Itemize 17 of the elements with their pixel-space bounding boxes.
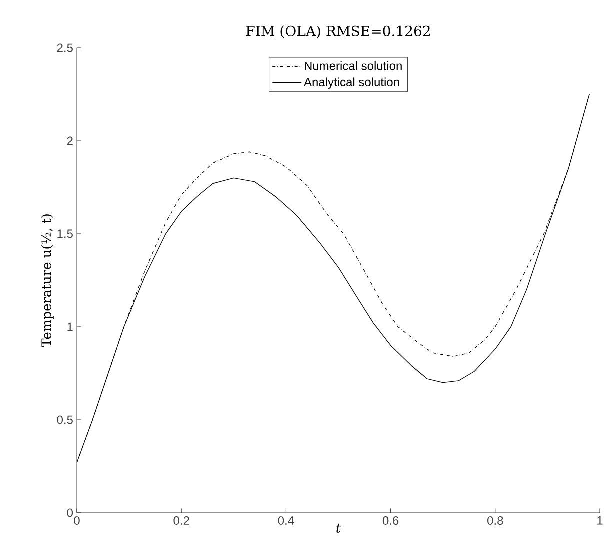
x-axis-title: t (336, 524, 342, 533)
chart-title: FIM (OLA) RMSE=0.1262 (246, 26, 430, 38)
x-tick-label: 0.6 (382, 516, 399, 526)
y-axis-title: Temperature u(½, t) (41, 214, 54, 348)
y-tick-label: 1 (68, 322, 73, 332)
legend-label: Analytical solution (304, 78, 400, 89)
y-tick-label: 1.5 (58, 230, 73, 238)
x-tick-label: 0 (74, 516, 80, 526)
x-tick-label: 0.8 (488, 516, 504, 526)
y-tick-label: 0.5 (57, 416, 73, 424)
y-tick-label: 2.5 (57, 44, 73, 52)
x-tick-label: 0.4 (278, 516, 294, 526)
legend-label: Numerical solution (304, 62, 402, 70)
y-tick-label: 0 (67, 508, 74, 518)
y-tick-label: 2 (67, 136, 73, 146)
x-tick-label: 0.2 (174, 516, 190, 526)
x-tick-label: 1 (598, 516, 603, 525)
